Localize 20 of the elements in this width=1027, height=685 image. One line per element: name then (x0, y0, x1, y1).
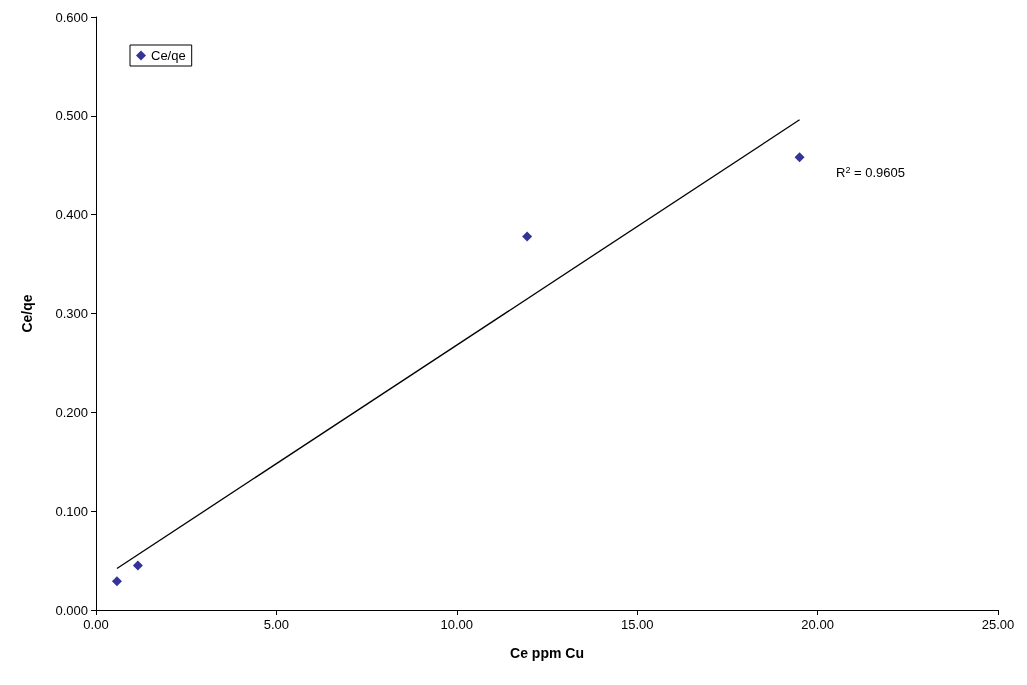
x-tick-label: 5.00 (263, 617, 290, 632)
y-axis-title: Ce/qe (19, 294, 35, 333)
y-tick-label: 0.300 (55, 306, 88, 321)
point (111, 576, 122, 587)
y-tick-label: 0.100 (55, 503, 88, 519)
point (794, 152, 805, 163)
y-tick-label: 0.000 (55, 602, 88, 618)
x-tick-label: 20.00 (801, 617, 834, 632)
x-tick-label: 0.00 (83, 617, 109, 632)
y-tick-label: 0.500 (55, 108, 88, 124)
x-tick-label: 25.00 (981, 617, 1015, 632)
x-axis-title: Ce ppm Cu (510, 645, 584, 661)
legend-label: Ce/qe (151, 48, 186, 63)
y-tick-label: 0.400 (55, 207, 88, 223)
y-tick-label: 0.200 (55, 404, 88, 420)
point (132, 560, 143, 571)
point (522, 231, 533, 242)
x-tick-label: 15.00 (620, 617, 654, 632)
x-tick-label: 10.00 (440, 617, 474, 632)
y-tick-label: 0.600 (55, 9, 88, 25)
